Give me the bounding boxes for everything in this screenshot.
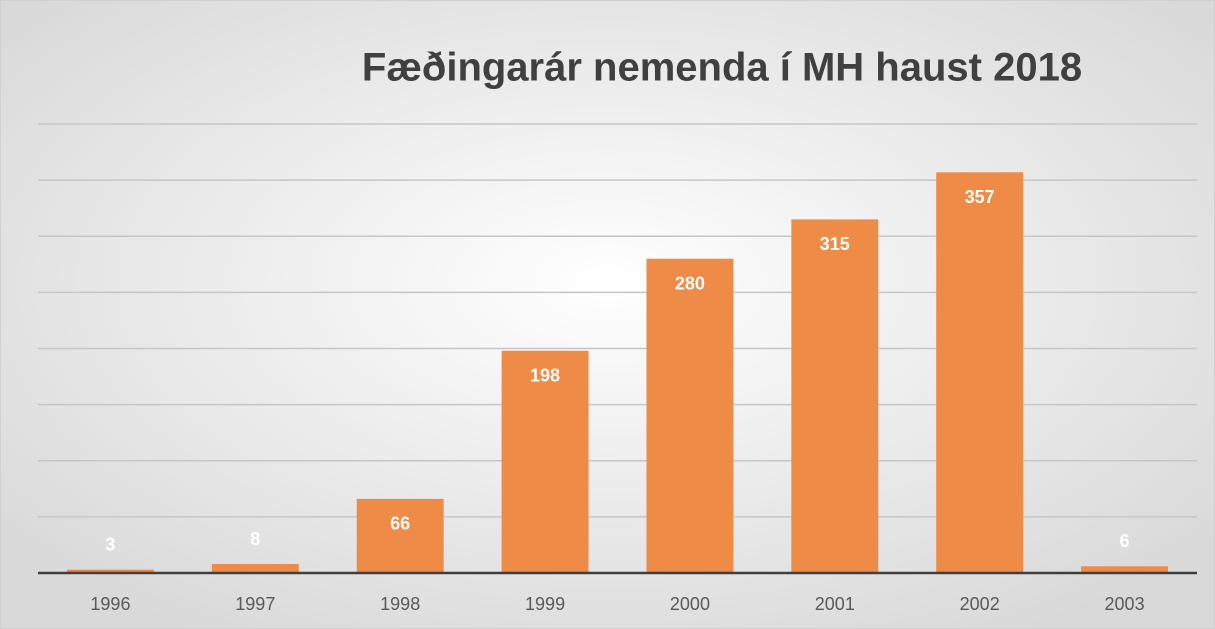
- x-tick-label: 2001: [815, 594, 855, 614]
- bar: [646, 258, 734, 573]
- bar: [211, 564, 299, 573]
- bar: [936, 172, 1024, 573]
- x-tick-label: 1997: [235, 594, 275, 614]
- data-label: 198: [530, 365, 560, 385]
- data-label: 357: [965, 187, 995, 207]
- x-tick-label: 2003: [1105, 594, 1145, 614]
- x-tick-label: 1999: [525, 594, 565, 614]
- data-label: 315: [820, 234, 850, 254]
- bar: [356, 498, 444, 573]
- bar: [66, 569, 154, 573]
- bar: [791, 219, 879, 573]
- chart-title: Fæðingarár nemenda í MH haust 2018: [362, 46, 1082, 90]
- x-tick-label: 1998: [380, 594, 420, 614]
- data-label: 3: [105, 534, 115, 554]
- bar: [501, 350, 589, 573]
- x-tick-label: 2002: [960, 594, 1000, 614]
- data-label: 8: [250, 529, 260, 549]
- data-label: 6: [1120, 531, 1130, 551]
- bar: [1081, 566, 1169, 573]
- x-tick-label: 2000: [670, 594, 710, 614]
- data-label: 280: [675, 273, 705, 293]
- data-label: 66: [390, 514, 410, 534]
- x-tick-label: 1996: [90, 594, 130, 614]
